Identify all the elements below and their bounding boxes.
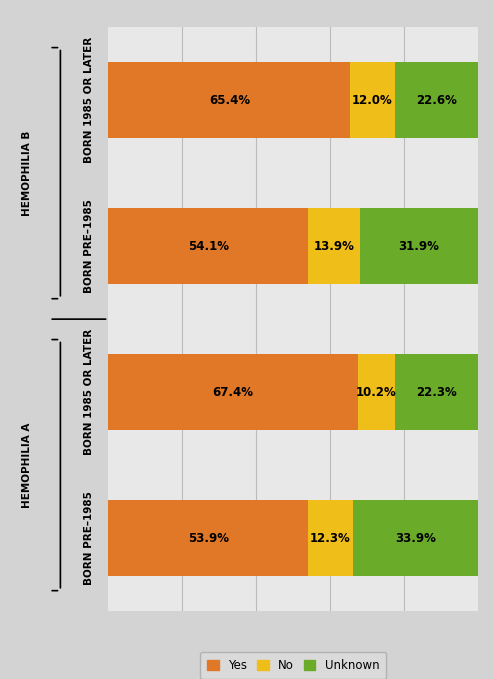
Bar — [308, 500, 353, 576]
Text: 13.9%: 13.9% — [314, 240, 354, 253]
Text: 31.9%: 31.9% — [398, 240, 439, 253]
Text: 54.1%: 54.1% — [188, 240, 229, 253]
Text: 53.9%: 53.9% — [188, 532, 229, 545]
Bar — [108, 208, 309, 284]
Bar — [394, 62, 478, 138]
Text: BORN PRE–1985: BORN PRE–1985 — [84, 491, 94, 585]
Bar — [108, 354, 358, 430]
Text: 12.0%: 12.0% — [352, 94, 393, 107]
Bar — [309, 208, 360, 284]
Text: BORN 1985 OR LATER: BORN 1985 OR LATER — [84, 329, 94, 455]
Bar — [395, 354, 478, 430]
Text: 10.2%: 10.2% — [356, 386, 397, 399]
Text: HEMOPHILIA A: HEMOPHILIA A — [22, 422, 32, 508]
Text: HEMOPHILIA B: HEMOPHILIA B — [22, 130, 32, 216]
Bar — [360, 208, 478, 284]
Bar — [108, 500, 308, 576]
Text: 12.3%: 12.3% — [310, 532, 351, 545]
Text: 67.4%: 67.4% — [212, 386, 253, 399]
Legend: Yes, No, Unknown: Yes, No, Unknown — [200, 652, 387, 679]
Text: BORN PRE–1985: BORN PRE–1985 — [84, 199, 94, 293]
Text: 22.3%: 22.3% — [416, 386, 457, 399]
Text: 22.6%: 22.6% — [416, 94, 457, 107]
Bar — [358, 354, 395, 430]
Text: 33.9%: 33.9% — [395, 532, 436, 545]
Text: 65.4%: 65.4% — [209, 94, 250, 107]
Bar — [108, 62, 351, 138]
Bar — [351, 62, 395, 138]
Bar — [353, 500, 479, 576]
Text: BORN 1985 OR LATER: BORN 1985 OR LATER — [84, 37, 94, 163]
